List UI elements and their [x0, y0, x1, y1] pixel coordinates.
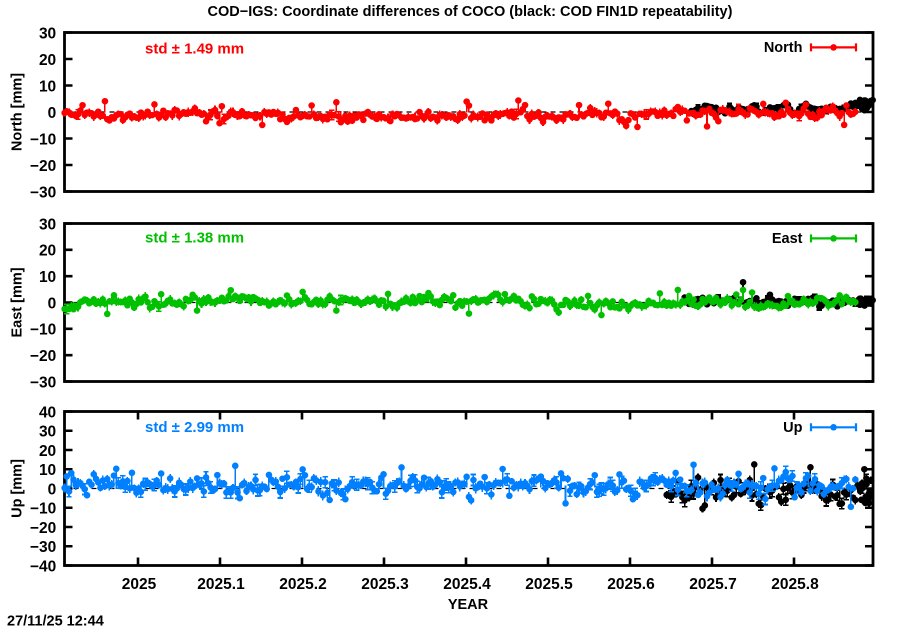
svg-text:30: 30: [39, 216, 56, 233]
svg-text:2025: 2025: [122, 576, 157, 593]
svg-text:20: 20: [39, 52, 56, 69]
svg-text:0: 0: [48, 105, 57, 122]
svg-text:2025.6: 2025.6: [607, 576, 655, 593]
svg-text:40: 40: [39, 404, 56, 421]
svg-text:−30: −30: [30, 539, 56, 556]
svg-text:20: 20: [39, 243, 56, 260]
svg-text:2025.1: 2025.1: [197, 576, 245, 593]
svg-text:10: 10: [39, 78, 56, 95]
svg-text:2025.3: 2025.3: [361, 576, 409, 593]
svg-text:−20: −20: [30, 520, 56, 537]
svg-text:−40: −40: [30, 558, 56, 575]
svg-text:YEAR: YEAR: [448, 597, 489, 613]
svg-text:10: 10: [39, 462, 56, 479]
svg-text:20: 20: [39, 443, 56, 460]
svg-text:Up: Up: [783, 420, 802, 436]
svg-text:COD−IGS: Coordinate difference: COD−IGS: Coordinate differences of COCO …: [208, 4, 733, 20]
svg-text:30: 30: [39, 424, 56, 441]
svg-text:North [mm]: North [mm]: [10, 73, 26, 151]
svg-text:−20: −20: [30, 158, 56, 175]
svg-text:std ± 1.38 mm: std ± 1.38 mm: [145, 230, 244, 247]
svg-text:10: 10: [39, 269, 56, 286]
svg-text:−10: −10: [30, 501, 56, 518]
svg-text:2025.5: 2025.5: [525, 576, 573, 593]
svg-text:East: East: [772, 231, 803, 247]
svg-text:std ± 2.99 mm: std ± 2.99 mm: [145, 419, 244, 436]
svg-text:std ± 1.49 mm: std ± 1.49 mm: [145, 41, 244, 58]
svg-text:−10: −10: [30, 322, 56, 339]
svg-text:−30: −30: [30, 374, 56, 391]
svg-text:East [mm]: East [mm]: [10, 267, 26, 337]
svg-text:2025.4: 2025.4: [443, 576, 491, 593]
svg-text:27/11/25 12:44: 27/11/25 12:44: [7, 614, 104, 630]
svg-text:0: 0: [48, 295, 57, 312]
svg-text:2025.2: 2025.2: [279, 576, 326, 593]
svg-text:0: 0: [48, 481, 57, 498]
svg-text:2025.7: 2025.7: [689, 576, 736, 593]
svg-text:2025.8: 2025.8: [771, 576, 819, 593]
svg-text:−10: −10: [30, 131, 56, 148]
svg-text:Up [mm]: Up [mm]: [10, 459, 26, 518]
svg-text:30: 30: [39, 25, 56, 42]
svg-text:−20: −20: [30, 348, 56, 365]
svg-text:North: North: [764, 40, 803, 56]
svg-text:−30: −30: [30, 184, 56, 201]
